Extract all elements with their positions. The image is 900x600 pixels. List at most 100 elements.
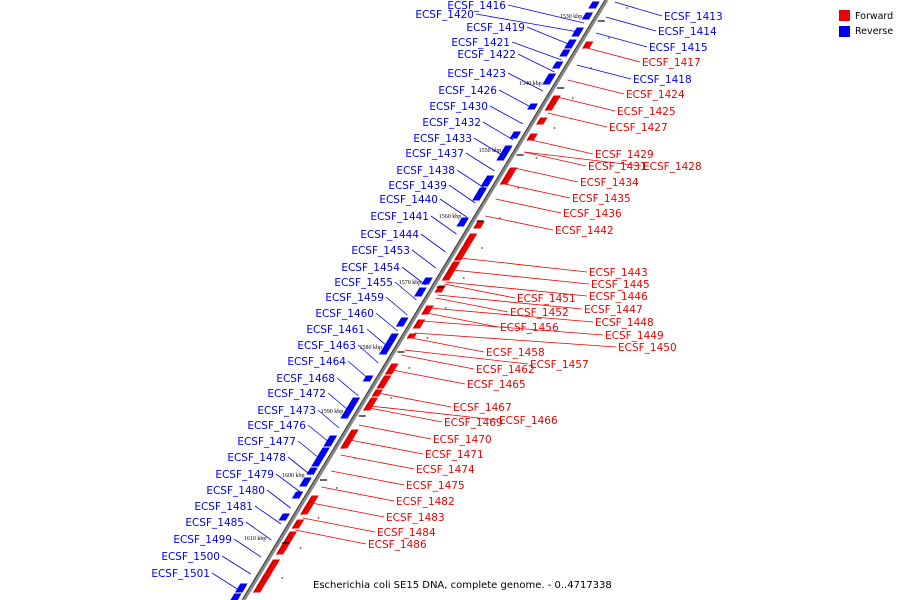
gene-label[interactable]: ECSF_1476 xyxy=(247,420,306,432)
gene-label[interactable]: ECSF_1480 xyxy=(206,485,265,497)
gene-label[interactable]: ECSF_1470 xyxy=(433,434,492,446)
forward-gene xyxy=(252,573,272,593)
gene-label[interactable]: ECSF_1438 xyxy=(396,165,455,177)
gene-label[interactable]: ECSF_1447 xyxy=(584,304,643,316)
gene-label[interactable]: ECSF_1413 xyxy=(664,11,723,23)
gene-label[interactable]: ECSF_1454 xyxy=(341,262,400,274)
gene-label[interactable]: ECSF_1457 xyxy=(530,359,589,371)
gene-label[interactable]: ECSF_1417 xyxy=(642,57,701,69)
gene-label[interactable]: ECSF_1464 xyxy=(287,356,346,368)
gene-label[interactable]: ECSF_1465 xyxy=(467,379,526,391)
gene-label[interactable]: ECSF_1427 xyxy=(609,122,668,134)
gene-label[interactable]: ECSF_1499 xyxy=(173,534,232,546)
gene-label[interactable]: ECSF_1414 xyxy=(658,26,717,38)
gene-label[interactable]: ECSF_1483 xyxy=(386,512,445,524)
gene-label[interactable]: ECSF_1431 xyxy=(588,161,647,173)
gene-label[interactable]: ECSF_1477 xyxy=(237,436,296,448)
gene-label[interactable]: ECSF_1462 xyxy=(476,364,535,376)
gene-label[interactable]: ECSF_1428 xyxy=(643,161,702,173)
gene-label[interactable]: ECSF_1460 xyxy=(315,308,374,320)
gene-label[interactable]: ECSF_1474 xyxy=(416,464,475,476)
gene-label[interactable]: ECSF_1453 xyxy=(351,245,410,257)
gene-label[interactable]: ECSF_1455 xyxy=(334,277,393,289)
gene-label[interactable]: ECSF_1500 xyxy=(161,551,220,563)
gene-label[interactable]: ECSF_1449 xyxy=(605,330,664,342)
gene-label[interactable]: ECSF_1467 xyxy=(453,402,512,414)
leader-line xyxy=(420,233,446,253)
gene-label[interactable]: ECSF_1429 xyxy=(595,149,654,161)
gene-label[interactable]: ECSF_1430 xyxy=(429,101,488,113)
gene-label[interactable]: ECSF_1439 xyxy=(388,180,447,192)
gene-shadow xyxy=(420,288,426,298)
gene-label[interactable]: ECSF_1469 xyxy=(444,417,503,429)
leader-line xyxy=(435,297,509,313)
genome-backbone-edge xyxy=(241,0,606,600)
leader-line xyxy=(275,473,301,493)
gene-label[interactable]: ECSF_1420 xyxy=(415,9,474,21)
gene-label[interactable]: ECSF_1443 xyxy=(589,267,648,279)
leader-line xyxy=(445,281,588,297)
gene-label[interactable]: ECSF_1435 xyxy=(572,193,631,205)
reverse-gene xyxy=(581,12,594,20)
gene-label[interactable]: ECSF_1446 xyxy=(589,291,648,303)
gene-label[interactable]: ECSF_1463 xyxy=(297,340,356,352)
reverse-gene xyxy=(456,217,469,227)
gene-label[interactable]: ECSF_1448 xyxy=(595,317,654,329)
leader-line xyxy=(385,296,408,316)
gene-label[interactable]: ECSF_1432 xyxy=(422,117,481,129)
gene-label[interactable]: ECSF_1472 xyxy=(267,388,326,400)
gene-label[interactable]: ECSF_1481 xyxy=(194,501,253,513)
gene-features xyxy=(230,1,629,600)
gene-label[interactable]: ECSF_1434 xyxy=(580,177,639,189)
gene-shadow xyxy=(428,278,432,286)
gene-label[interactable]: ECSF_1471 xyxy=(425,449,484,461)
reverse-gene xyxy=(346,397,361,409)
gene-label[interactable]: ECSF_1416 xyxy=(447,0,506,12)
gene-label[interactable]: ECSF_1423 xyxy=(447,68,506,80)
gene-label[interactable]: ECSF_1419 xyxy=(466,22,525,34)
gene-label[interactable]: ECSF_1450 xyxy=(618,342,677,354)
gene-label[interactable]: ECSF_1422 xyxy=(457,49,516,61)
gene-label[interactable]: ECSF_1451 xyxy=(517,293,576,305)
gene-label[interactable]: ECSF_1444 xyxy=(360,229,419,241)
leader-line xyxy=(245,521,272,541)
gene-label[interactable]: ECSF_1473 xyxy=(257,405,316,417)
gene-label[interactable]: ECSF_1445 xyxy=(591,279,650,291)
gene-label[interactable]: ECSF_1456 xyxy=(500,322,559,334)
leader-lines xyxy=(211,1,663,592)
gene-label[interactable]: ECSF_1426 xyxy=(438,85,497,97)
gene-label[interactable]: ECSF_1475 xyxy=(406,480,465,492)
gene-label[interactable]: ECSF_1485 xyxy=(185,517,244,529)
gene-label[interactable]: ECSF_1425 xyxy=(617,106,676,118)
leader-line xyxy=(336,377,359,397)
gene-label[interactable]: ECSF_1441 xyxy=(370,211,429,223)
gene-label[interactable]: ECSF_1484 xyxy=(377,527,436,539)
gene-label[interactable]: ECSF_1486 xyxy=(368,539,427,551)
gene-shadow xyxy=(241,584,247,594)
gene-label[interactable]: ECSF_1458 xyxy=(486,347,545,359)
gene-label[interactable]: ECSF_1424 xyxy=(626,89,685,101)
gene-shadow xyxy=(394,334,398,342)
gene-label[interactable]: ECSF_1468 xyxy=(276,373,335,385)
gene-label[interactable]: ECSF_1433 xyxy=(413,133,472,145)
reverse-gene xyxy=(588,1,600,9)
gene-label[interactable]: ECSF_1459 xyxy=(325,292,384,304)
gene-label[interactable]: ECSF_1415 xyxy=(649,42,708,54)
gene-shadow xyxy=(422,306,427,316)
reverse-gene xyxy=(472,187,488,201)
gene-label[interactable]: ECSF_1501 xyxy=(151,568,210,580)
gene-label[interactable]: ECSF_1436 xyxy=(563,208,622,220)
gene-label[interactable]: ECSF_1421 xyxy=(451,37,510,49)
gene-label[interactable]: ECSF_1482 xyxy=(396,496,455,508)
gene-label[interactable]: ECSF_1440 xyxy=(379,194,438,206)
gene-label[interactable]: ECSF_1418 xyxy=(633,74,692,86)
gene-label[interactable]: ECSF_1461 xyxy=(306,324,365,336)
gene-label[interactable]: ECSF_1466 xyxy=(499,415,558,427)
feature-dot xyxy=(372,427,374,429)
gene-label[interactable]: ECSF_1437 xyxy=(405,148,464,160)
gene-label[interactable]: ECSF_1442 xyxy=(555,225,614,237)
gene-shadow xyxy=(298,492,303,500)
gene-label[interactable]: ECSF_1478 xyxy=(227,452,286,464)
gene-label[interactable]: ECSF_1479 xyxy=(215,469,274,481)
gene-label[interactable]: ECSF_1452 xyxy=(510,307,569,319)
